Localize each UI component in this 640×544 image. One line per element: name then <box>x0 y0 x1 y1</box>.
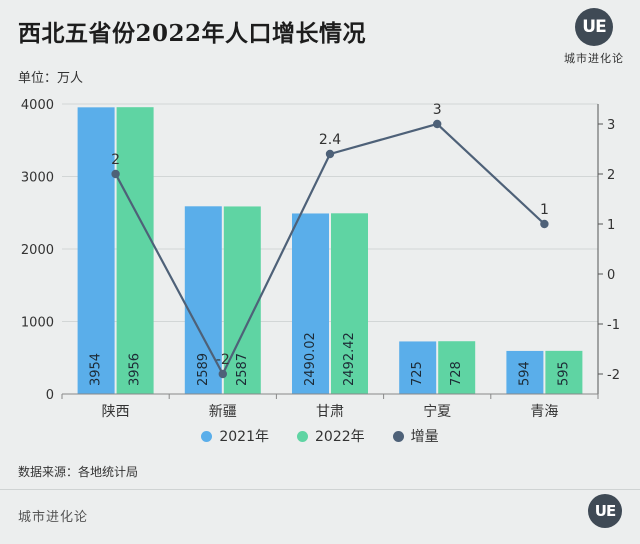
brand-logo-badge: UE <box>575 8 613 46</box>
y-right-tick-label: 0 <box>607 268 615 283</box>
change-data-label: 2 <box>111 152 120 168</box>
legend-label-2022: 2022年 <box>315 429 365 445</box>
bar <box>331 213 368 394</box>
bar <box>292 213 329 394</box>
data-source: 数据来源：各地统计局 <box>18 465 139 479</box>
legend-item-change[interactable]: 增量 <box>392 426 439 446</box>
change-line: 2 -2 2.4 3 1 <box>111 102 549 379</box>
unit-label: 单位：万人 <box>18 71 84 86</box>
y-left-tick-label: 0 <box>46 388 54 403</box>
y-right-tick-label: 2 <box>607 168 615 183</box>
chart-title: 西北五省份2022年人口增长情况 <box>18 20 367 47</box>
bar-data-label: 2490.02 <box>303 332 318 386</box>
bar <box>77 107 115 395</box>
x-tick-label: 陕西 <box>102 404 130 420</box>
bar-data-label: 3956 <box>128 353 143 386</box>
bar <box>116 107 154 394</box>
bar <box>399 341 437 394</box>
x-tick-label: 甘肃 <box>316 404 344 420</box>
change-point <box>111 169 120 179</box>
bar-labels: 3954 3956 2589 2587 2490.02 2492.42 725 728 594 5… <box>89 332 572 386</box>
bar-data-label: 3954 <box>89 353 104 386</box>
bar <box>545 350 583 394</box>
y-left-tick-label: 4000 <box>21 98 54 113</box>
x-tick-label: 宁夏 <box>423 403 451 420</box>
y-left-tick-label: 1000 <box>21 316 54 331</box>
bar-data-label: 595 <box>556 361 571 386</box>
change-point <box>540 219 549 229</box>
legend-label-change: 增量 <box>410 429 439 445</box>
brand-logo: UE 城市进化论 <box>554 8 634 72</box>
x-tick-label: 新疆 <box>209 404 237 420</box>
change-point <box>218 369 227 379</box>
y-right-tick-label: 1 <box>607 218 615 233</box>
brand-name: 城市进化论 <box>564 52 624 65</box>
legend-swatch-2022 <box>297 430 308 442</box>
y-right-tick-label: 3 <box>607 118 615 133</box>
bar-data-label: 2492.42 <box>342 332 357 386</box>
footer-brand: 城市进化论 <box>18 510 89 525</box>
axes: 0 1000 2000 3000 4000 -2 -1 0 1 2 3 陕西 新疆 甘肃 宁夏 青海 <box>21 98 620 420</box>
bar <box>506 350 544 394</box>
change-data-label: 3 <box>433 102 442 118</box>
footer-divider <box>0 489 640 490</box>
bar <box>438 341 476 394</box>
change-point <box>325 149 335 159</box>
legend-item-2022[interactable]: 2022年 <box>297 426 365 446</box>
y-left-tick-label: 3000 <box>21 171 54 186</box>
legend-swatch-2021 <box>201 430 213 442</box>
y-right-tick-label: -2 <box>607 368 620 383</box>
x-tick-label: 青海 <box>530 404 558 420</box>
bar-data-label: 728 <box>449 361 464 386</box>
footer-logo-badge: UE <box>588 494 622 528</box>
legend-label-2021: 2021年 <box>219 429 269 445</box>
bar-data-label: 725 <box>410 361 425 386</box>
bar <box>223 206 261 394</box>
change-data-label: 1 <box>540 202 549 218</box>
change-point <box>433 119 442 129</box>
bar-data-label: 2587 <box>235 353 250 386</box>
change-data-label: 2.4 <box>319 132 341 148</box>
bar-data-label: 2589 <box>196 353 211 386</box>
y-right-tick-label: -1 <box>607 318 620 333</box>
change-data-label: -2 <box>216 352 230 368</box>
y-left-tick-label: 2000 <box>21 243 54 258</box>
bar-series <box>77 107 583 395</box>
chart-legend: 2021年 2022年 增量 <box>0 426 640 446</box>
legend-swatch-change <box>392 430 404 442</box>
bar-data-label: 594 <box>517 361 532 386</box>
legend-item-2021[interactable]: 2021年 <box>201 426 269 446</box>
